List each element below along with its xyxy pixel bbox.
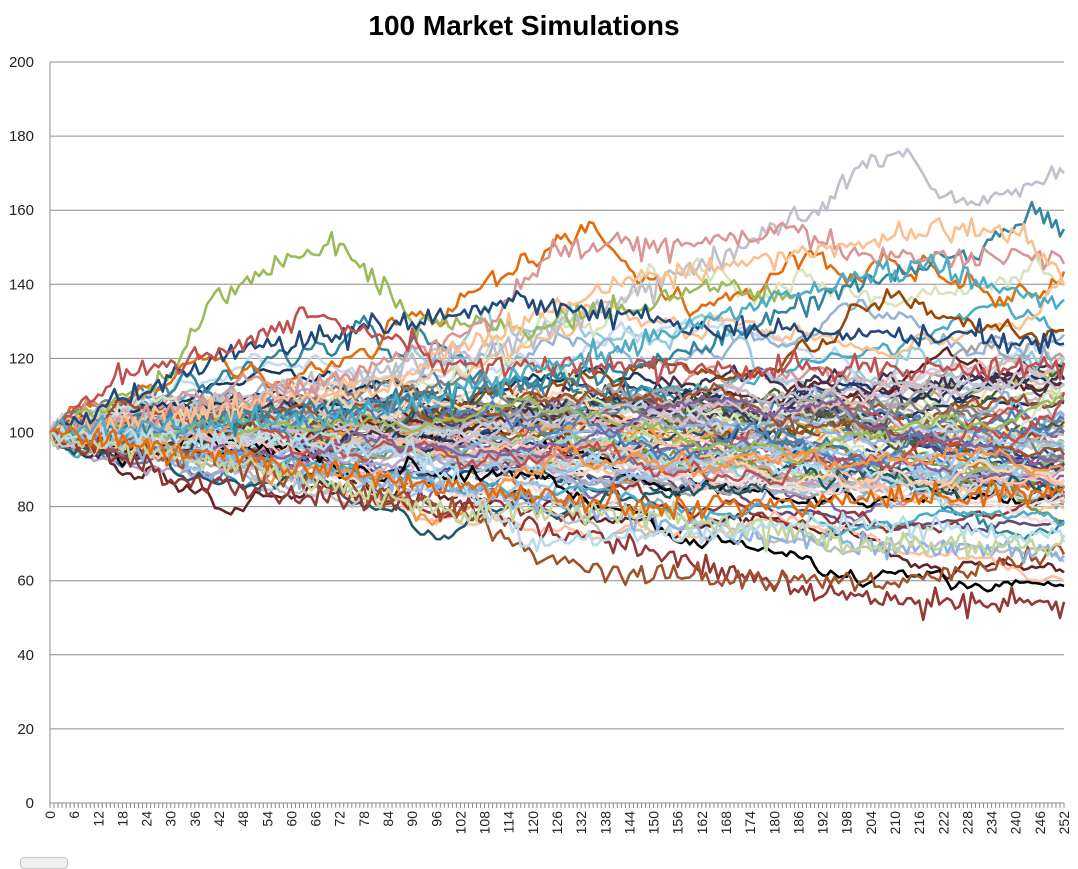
x-tick-label: 150 <box>646 811 662 835</box>
x-tick-label: 240 <box>1008 811 1024 835</box>
x-tick-label: 204 <box>863 811 879 835</box>
x-tick-label: 108 <box>477 811 493 835</box>
x-tick-label: 102 <box>452 811 468 835</box>
x-tick-label: 114 <box>501 811 517 834</box>
x-tick-label: 18 <box>114 811 130 827</box>
series-line <box>49 427 1065 485</box>
x-tick-label: 12 <box>90 811 106 827</box>
y-tick-label: 100 <box>9 425 34 442</box>
series-line <box>49 430 1065 541</box>
scroll-tab[interactable] <box>20 857 68 869</box>
series-line <box>49 425 1066 523</box>
x-tick-label: 48 <box>235 811 251 827</box>
series-line <box>49 416 1065 527</box>
chart-title: 100 Market Simulations <box>368 10 680 41</box>
x-tick-label: 144 <box>621 811 637 835</box>
x-tick-label: 162 <box>694 811 710 835</box>
x-tick-label: 66 <box>308 811 324 827</box>
y-tick-label: 120 <box>9 350 34 367</box>
y-tick-label: 20 <box>17 721 34 738</box>
x-tick-label: 96 <box>428 811 444 827</box>
y-tick-label: 0 <box>26 795 34 812</box>
x-tick-label: 156 <box>670 811 686 835</box>
x-tick-label: 186 <box>790 811 806 835</box>
series-line <box>49 425 1066 553</box>
series-line <box>49 253 1065 439</box>
x-tick-label: 222 <box>935 811 951 835</box>
axis-lines <box>49 62 1064 804</box>
series-line <box>49 216 1066 437</box>
y-tick-label: 160 <box>9 202 34 219</box>
x-tick-label: 192 <box>815 811 831 835</box>
series-lines <box>48 147 1066 622</box>
x-tick-label: 0 <box>42 811 58 819</box>
gridlines <box>50 61 1064 804</box>
x-tick-label: 72 <box>332 811 348 827</box>
series-line <box>49 428 1066 622</box>
series-line <box>49 220 1066 434</box>
y-tick-label: 200 <box>9 54 34 71</box>
x-tick-label: 228 <box>959 811 975 835</box>
y-tick-label: 180 <box>9 128 34 145</box>
x-tick-label: 126 <box>549 811 565 835</box>
x-tick-label: 252 <box>1056 811 1072 835</box>
x-axis: 0 6 12 18 24 30 36 42 48 54 60 66 72 78 84 90 96 102 108 11… <box>42 803 1072 834</box>
y-tick-label: 140 <box>9 276 34 293</box>
x-tick-label: 90 <box>404 811 420 827</box>
x-tick-label: 30 <box>163 811 179 827</box>
x-tick-label: 54 <box>259 811 275 827</box>
x-tick-label: 36 <box>187 811 203 827</box>
x-tick-label: 42 <box>211 811 227 827</box>
x-tick-label: 210 <box>887 811 903 835</box>
x-tick-label: 60 <box>283 811 299 827</box>
series-line <box>49 394 1065 466</box>
x-tick-label: 78 <box>356 811 372 827</box>
x-tick-label: 246 <box>1032 811 1048 835</box>
x-tick-label: 132 <box>573 811 589 835</box>
series-line <box>49 230 795 443</box>
x-tick-label: 138 <box>597 811 613 835</box>
y-tick-label: 60 <box>17 573 34 590</box>
x-tick-label: 6 <box>66 811 82 819</box>
series-line <box>49 394 1065 466</box>
series-line <box>48 432 1066 559</box>
x-tick-label: 84 <box>380 811 396 827</box>
x-tick-label: 24 <box>139 811 155 827</box>
series-line <box>49 221 1066 436</box>
x-tick-label: 174 <box>742 811 758 835</box>
y-tick-label: 80 <box>17 499 34 516</box>
x-tick-label: 180 <box>766 811 782 835</box>
x-tick-label: 120 <box>525 811 541 835</box>
x-tick-label: 234 <box>984 811 1000 835</box>
y-tick-label: 40 <box>17 647 34 664</box>
series-line <box>48 147 1066 442</box>
x-tick-label: 168 <box>718 811 734 835</box>
y-axis: 0 20 40 60 80 100 120 140 160 180 200 <box>9 54 34 812</box>
x-tick-label: 216 <box>911 811 927 835</box>
x-tick-label: 198 <box>839 811 855 835</box>
